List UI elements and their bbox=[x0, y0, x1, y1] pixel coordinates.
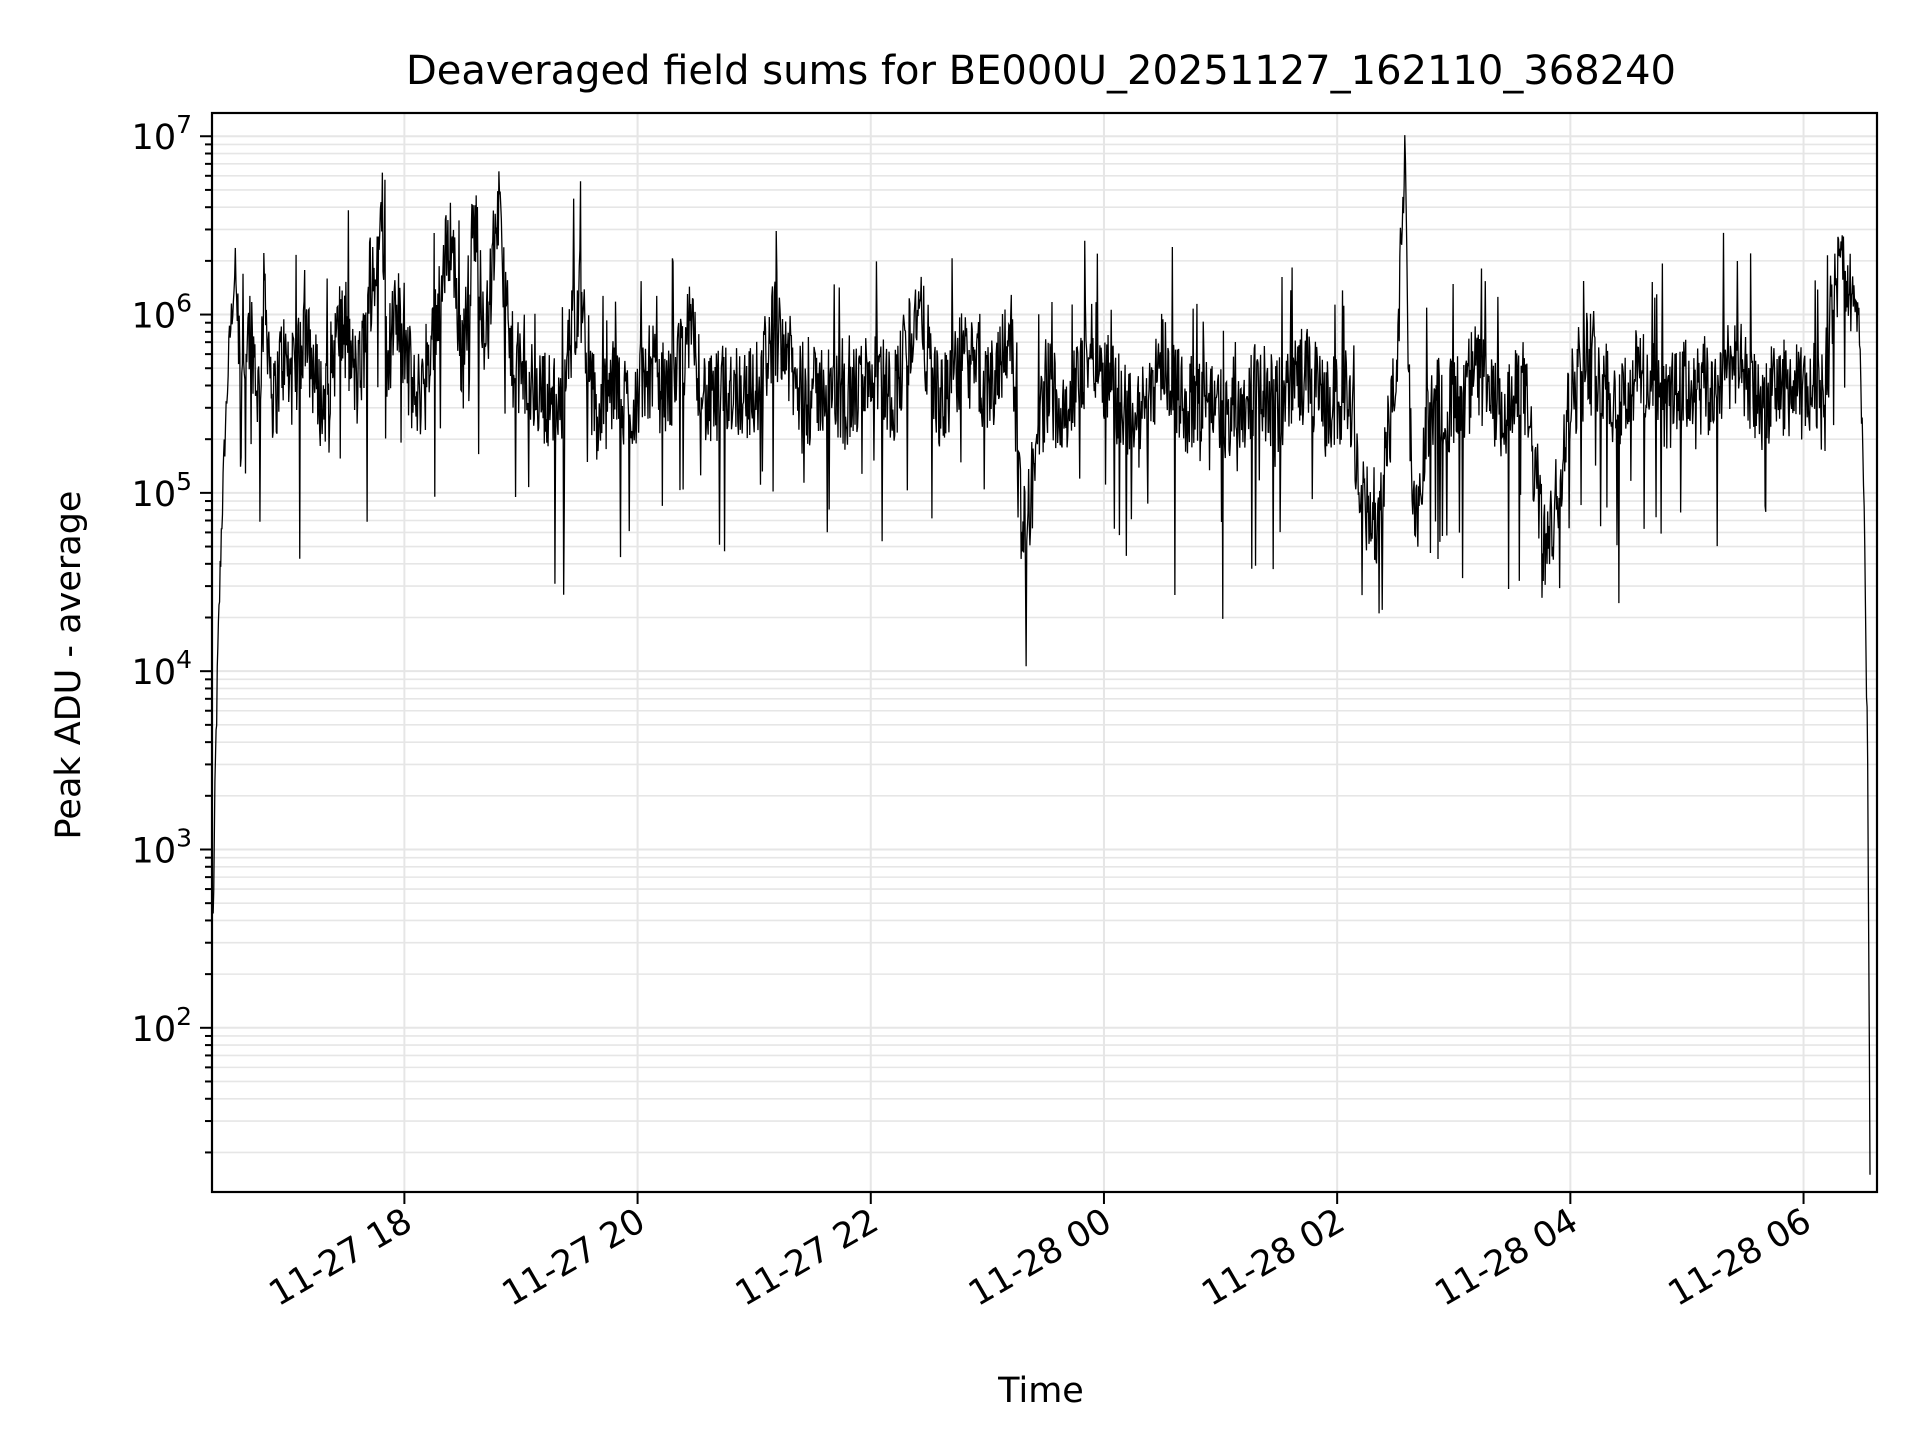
chart-title: Deaveraged field sums for BE000U_2025112… bbox=[406, 48, 1676, 94]
grid bbox=[212, 113, 1877, 1192]
series-layer bbox=[212, 135, 1871, 1175]
y-tick-label: 103 bbox=[132, 823, 192, 871]
y-tick-label: 107 bbox=[132, 110, 192, 158]
y-tick-label: 106 bbox=[132, 289, 192, 337]
x-axis-label: Time bbox=[997, 1371, 1084, 1411]
series-line bbox=[212, 135, 1871, 1175]
plot-frame bbox=[210, 111, 1879, 1194]
y-tick-label: 105 bbox=[132, 467, 192, 515]
y-tick-label: 102 bbox=[132, 1002, 192, 1050]
y-tick-label: 104 bbox=[132, 645, 192, 693]
y-axis-label: Peak ADU - average bbox=[49, 491, 89, 840]
